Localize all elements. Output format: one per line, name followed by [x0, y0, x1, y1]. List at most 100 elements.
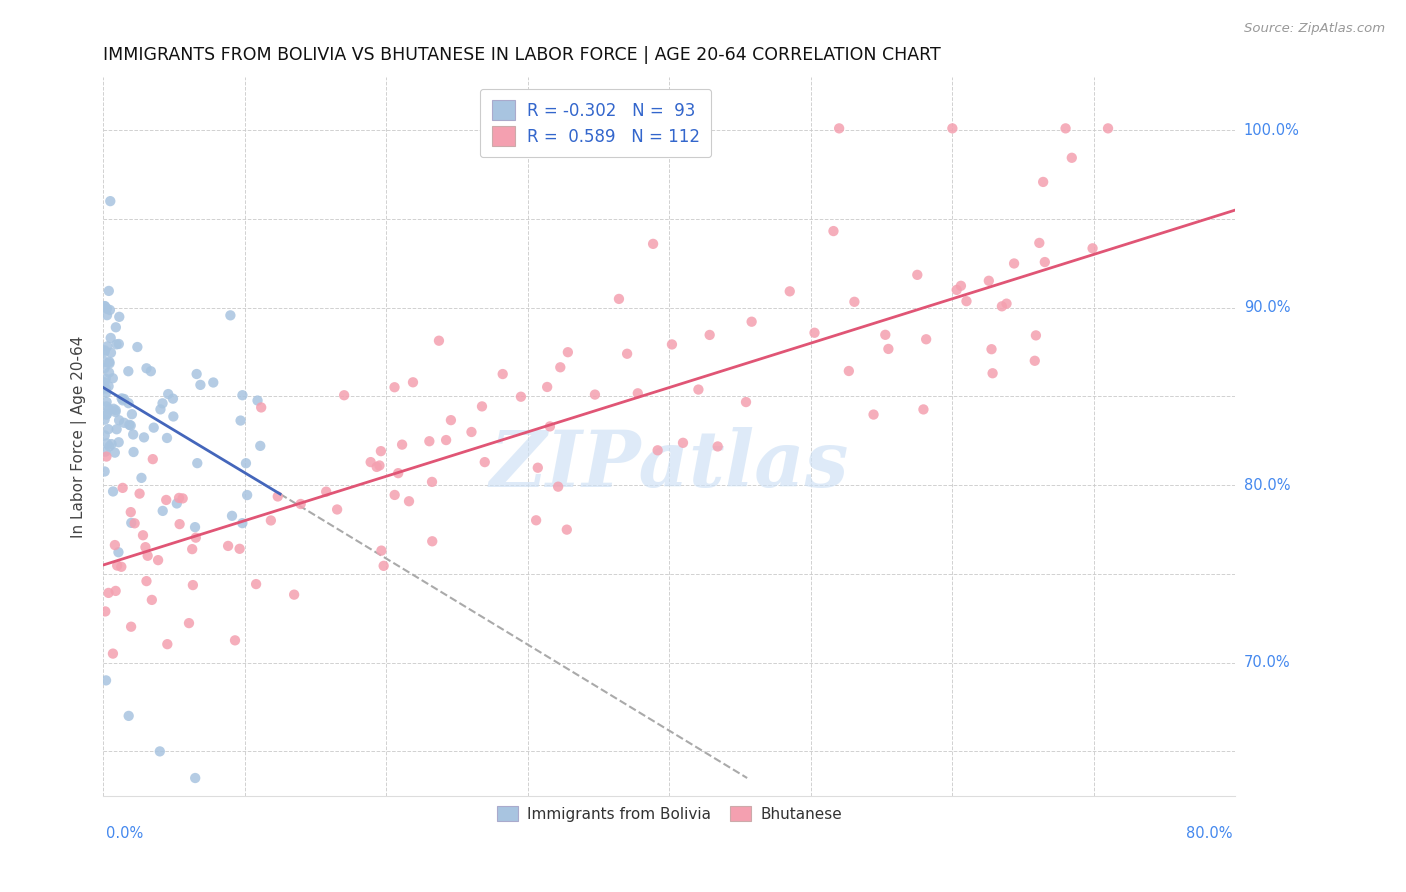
Point — [370, 444, 392, 458]
Point — [105, 558, 128, 573]
Legend: Immigrants from Bolivia, Bhutanese: Immigrants from Bolivia, Bhutanese — [491, 799, 848, 828]
Point — [96, 339, 118, 353]
Point — [118, 417, 141, 432]
Point — [492, 367, 515, 381]
Point — [402, 376, 425, 390]
Point — [373, 558, 395, 573]
Point — [643, 236, 665, 251]
Point — [93, 345, 115, 359]
Point — [912, 402, 935, 417]
Point — [186, 367, 208, 381]
Point — [93, 361, 115, 376]
Point — [418, 434, 440, 449]
Text: 100.0%: 100.0% — [1244, 122, 1299, 137]
Point — [94, 385, 117, 400]
Point — [420, 534, 443, 549]
Point — [236, 488, 259, 502]
Point — [120, 620, 142, 634]
Point — [157, 387, 180, 401]
Point — [104, 538, 127, 552]
Point — [391, 437, 413, 451]
Point — [945, 283, 967, 297]
Point — [231, 516, 253, 530]
Point — [93, 355, 115, 369]
Point — [941, 121, 963, 136]
Point — [104, 320, 127, 334]
Point — [94, 673, 117, 688]
Point — [110, 559, 132, 574]
Point — [735, 395, 758, 409]
Point — [104, 583, 127, 598]
Point — [101, 484, 124, 499]
Point — [246, 393, 269, 408]
Point — [915, 332, 938, 346]
Point — [94, 382, 117, 396]
Point — [105, 337, 128, 351]
Point — [94, 428, 117, 442]
Point — [955, 294, 977, 309]
Point — [97, 379, 120, 393]
Point — [1002, 256, 1025, 270]
Point — [98, 194, 121, 208]
Point — [862, 408, 884, 422]
Point — [100, 437, 122, 451]
Point — [103, 401, 125, 416]
Point — [96, 301, 118, 316]
Point — [672, 435, 695, 450]
Point — [104, 445, 127, 459]
Point — [136, 549, 159, 563]
Point — [224, 633, 246, 648]
Point — [162, 409, 184, 424]
Point — [117, 364, 139, 378]
Point — [547, 480, 569, 494]
Point — [93, 465, 115, 479]
Point — [155, 492, 177, 507]
Point — [245, 577, 267, 591]
Text: 0.0%: 0.0% — [105, 826, 143, 841]
Point — [387, 466, 409, 480]
Point — [152, 396, 174, 410]
Point — [823, 224, 845, 238]
Point — [167, 491, 190, 505]
Point — [368, 458, 391, 473]
Point — [132, 430, 155, 444]
Point — [229, 413, 252, 427]
Point — [184, 771, 207, 785]
Point — [583, 387, 606, 401]
Point — [384, 380, 406, 394]
Point — [117, 396, 139, 410]
Point — [877, 342, 900, 356]
Point — [135, 361, 157, 376]
Point — [120, 505, 142, 519]
Point — [228, 541, 250, 556]
Point — [97, 284, 120, 298]
Point — [366, 459, 388, 474]
Point — [96, 436, 118, 450]
Point — [550, 360, 572, 375]
Point — [111, 393, 134, 408]
Point — [661, 337, 683, 351]
Point — [152, 504, 174, 518]
Point — [96, 408, 118, 422]
Point — [221, 508, 243, 523]
Point — [100, 331, 122, 345]
Point — [460, 425, 482, 439]
Point — [235, 456, 257, 470]
Text: Source: ZipAtlas.com: Source: ZipAtlas.com — [1244, 22, 1385, 36]
Point — [315, 484, 337, 499]
Point — [474, 455, 496, 469]
Point — [131, 471, 153, 485]
Point — [1025, 328, 1047, 343]
Point — [94, 299, 117, 313]
Point — [94, 444, 117, 458]
Point — [98, 355, 121, 369]
Point — [108, 337, 131, 351]
Point — [101, 647, 124, 661]
Point — [93, 376, 115, 390]
Point — [120, 418, 142, 433]
Point — [96, 407, 118, 421]
Point — [217, 539, 239, 553]
Point — [980, 342, 1002, 356]
Point — [93, 343, 115, 358]
Point — [250, 401, 273, 415]
